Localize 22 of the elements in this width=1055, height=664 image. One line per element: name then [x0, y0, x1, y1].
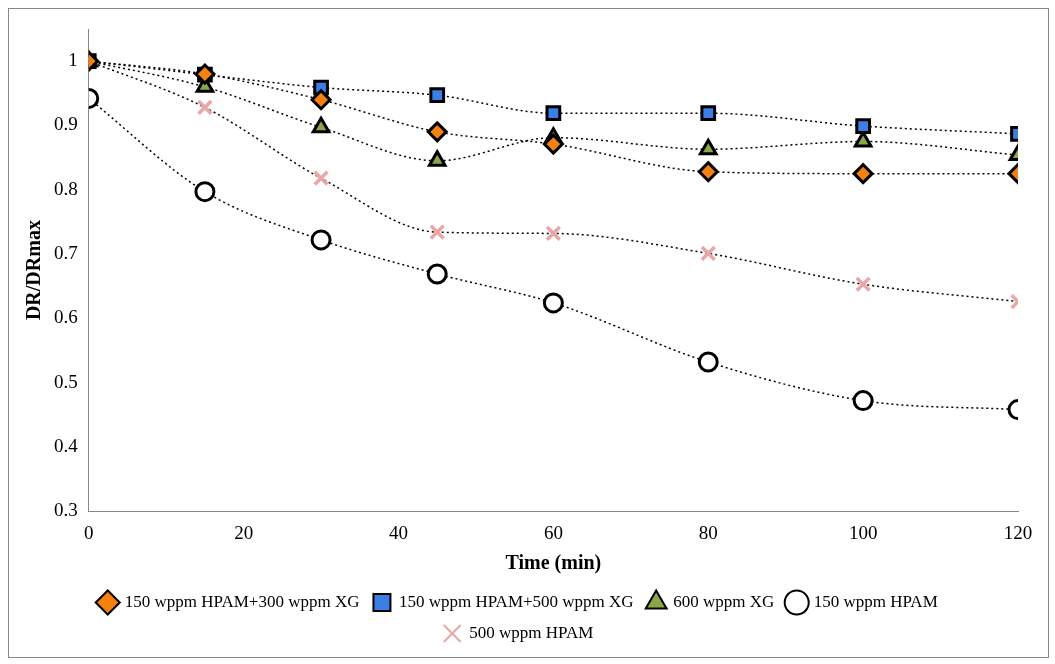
legend-label: 600 wppm XG: [673, 591, 775, 611]
x-tick-label: 100: [848, 521, 878, 543]
y-tick-label: 1: [68, 49, 78, 71]
x-tick-label: 40: [389, 521, 408, 543]
legend-label: 500 wppm HPAM: [469, 622, 594, 642]
y-tick-label: 0.4: [54, 434, 79, 456]
x-tick-label: 120: [1003, 521, 1033, 543]
y-tick-label: 0.6: [54, 306, 78, 328]
x-tick-label: 20: [234, 521, 254, 543]
x-tick-label: 80: [698, 521, 718, 543]
y-tick-label: 0.7: [54, 242, 78, 264]
y-tick-label: 0.8: [54, 177, 78, 199]
y-tick-label: 0.5: [54, 370, 78, 392]
y-tick-label: 0.9: [54, 113, 78, 135]
legend-label: 150 wppm HPAM+300 wppm XG: [124, 591, 360, 611]
y-axis-title: DR/DRmax: [22, 220, 45, 321]
x-axis-title: Time (min): [505, 551, 602, 575]
legend-label: 150 wppm HPAM+500 wppm XG: [398, 591, 634, 611]
y-tick-label: 0.3: [54, 499, 78, 521]
legend-label: 150 wppm HPAM: [813, 591, 938, 611]
x-tick-label: 60: [543, 521, 563, 543]
x-tick-label: 0: [84, 521, 94, 543]
